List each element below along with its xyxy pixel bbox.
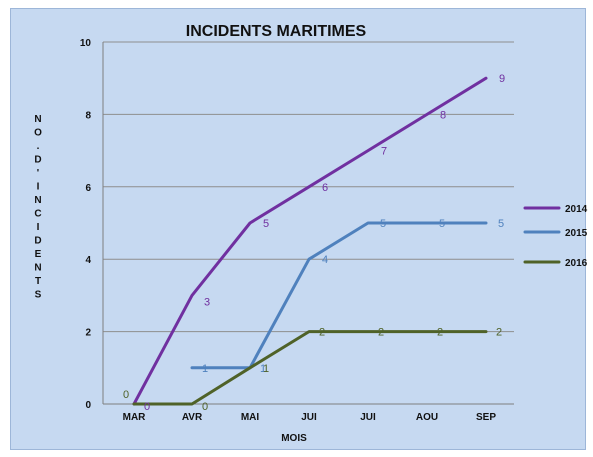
data-label-2016: 0 bbox=[123, 389, 129, 401]
x-tick-label: AVR bbox=[182, 412, 203, 423]
y-axis-title-char: O bbox=[34, 128, 42, 139]
y-tick-label: 6 bbox=[85, 183, 91, 194]
legend: 2014 2015 2016 bbox=[523, 204, 588, 269]
y-axis-title-char: ' bbox=[37, 168, 39, 179]
data-label-2015: 5 bbox=[439, 218, 445, 230]
chart-title: INCIDENTS MARITIMES bbox=[186, 23, 367, 40]
data-label-2014: 3 bbox=[204, 296, 210, 308]
y-axis-title-char: D bbox=[34, 155, 41, 166]
series-line-2016 bbox=[132, 330, 488, 406]
y-tick-label: 8 bbox=[85, 110, 91, 121]
data-label-2015: 5 bbox=[380, 218, 386, 230]
x-tick-labels: MAR AVR MAI JUI JUI AOU SEP bbox=[123, 412, 497, 423]
chart-area bbox=[10, 8, 586, 450]
y-axis-title-char: . bbox=[37, 141, 40, 152]
y-axis-title-char: N bbox=[34, 195, 41, 206]
data-label-2016: 2 bbox=[378, 327, 384, 339]
legend-label-2016: 2016 bbox=[565, 258, 588, 269]
x-tick-label: AOU bbox=[416, 412, 438, 423]
data-label-2014: 0 bbox=[144, 401, 150, 413]
y-tick-labels: 0 2 4 6 8 10 bbox=[80, 38, 92, 411]
x-tick-label: MAR bbox=[123, 412, 147, 423]
y-axis-title-char: I bbox=[37, 182, 40, 193]
y-axis-title-char: T bbox=[35, 276, 41, 287]
y-axis-title-char: S bbox=[35, 290, 42, 301]
series-line-2015 bbox=[190, 221, 488, 370]
data-label-2016: 2 bbox=[496, 327, 502, 339]
y-axis-title-char: E bbox=[35, 249, 42, 260]
legend-label-2015: 2015 bbox=[565, 228, 588, 239]
y-axis-title-char: I bbox=[37, 222, 40, 233]
y-axis-title-char: D bbox=[34, 236, 41, 247]
y-axis-title-char: N bbox=[34, 263, 41, 274]
y-axis-title-char: N bbox=[34, 114, 41, 125]
y-tick-label: 0 bbox=[85, 400, 91, 411]
data-label-2016: 2 bbox=[437, 327, 443, 339]
y-axis-title-char: C bbox=[34, 209, 41, 220]
data-label-2016: 1 bbox=[263, 363, 269, 375]
y-axis-title: NO.D'INCIDENTS bbox=[34, 114, 42, 301]
series-line-2014 bbox=[132, 76, 488, 406]
data-label-2016: 2 bbox=[319, 327, 325, 339]
y-tick-label: 10 bbox=[80, 38, 92, 49]
x-tick-label: JUI bbox=[301, 412, 317, 423]
x-tick-label: JUI bbox=[360, 412, 376, 423]
legend-label-2014: 2014 bbox=[565, 204, 588, 215]
data-label-2014: 7 bbox=[381, 146, 387, 158]
data-label-2014: 9 bbox=[499, 73, 505, 85]
y-tick-label: 4 bbox=[85, 255, 91, 266]
data-label-2015: 1 bbox=[202, 363, 208, 375]
data-label-2015: 5 bbox=[498, 218, 504, 230]
data-label-2014: 5 bbox=[263, 218, 269, 230]
x-axis-title: MOIS bbox=[281, 433, 307, 444]
data-label-2014: 6 bbox=[322, 182, 328, 194]
x-tick-label: SEP bbox=[476, 412, 496, 423]
series-lines bbox=[132, 76, 488, 406]
x-tick-label: MAI bbox=[241, 412, 260, 423]
data-label-2016: 0 bbox=[202, 401, 208, 413]
y-tick-label: 2 bbox=[85, 328, 91, 339]
data-label-2014: 8 bbox=[440, 109, 446, 121]
data-label-2015: 4 bbox=[322, 254, 328, 266]
data-label-2015: 1 bbox=[260, 363, 266, 375]
